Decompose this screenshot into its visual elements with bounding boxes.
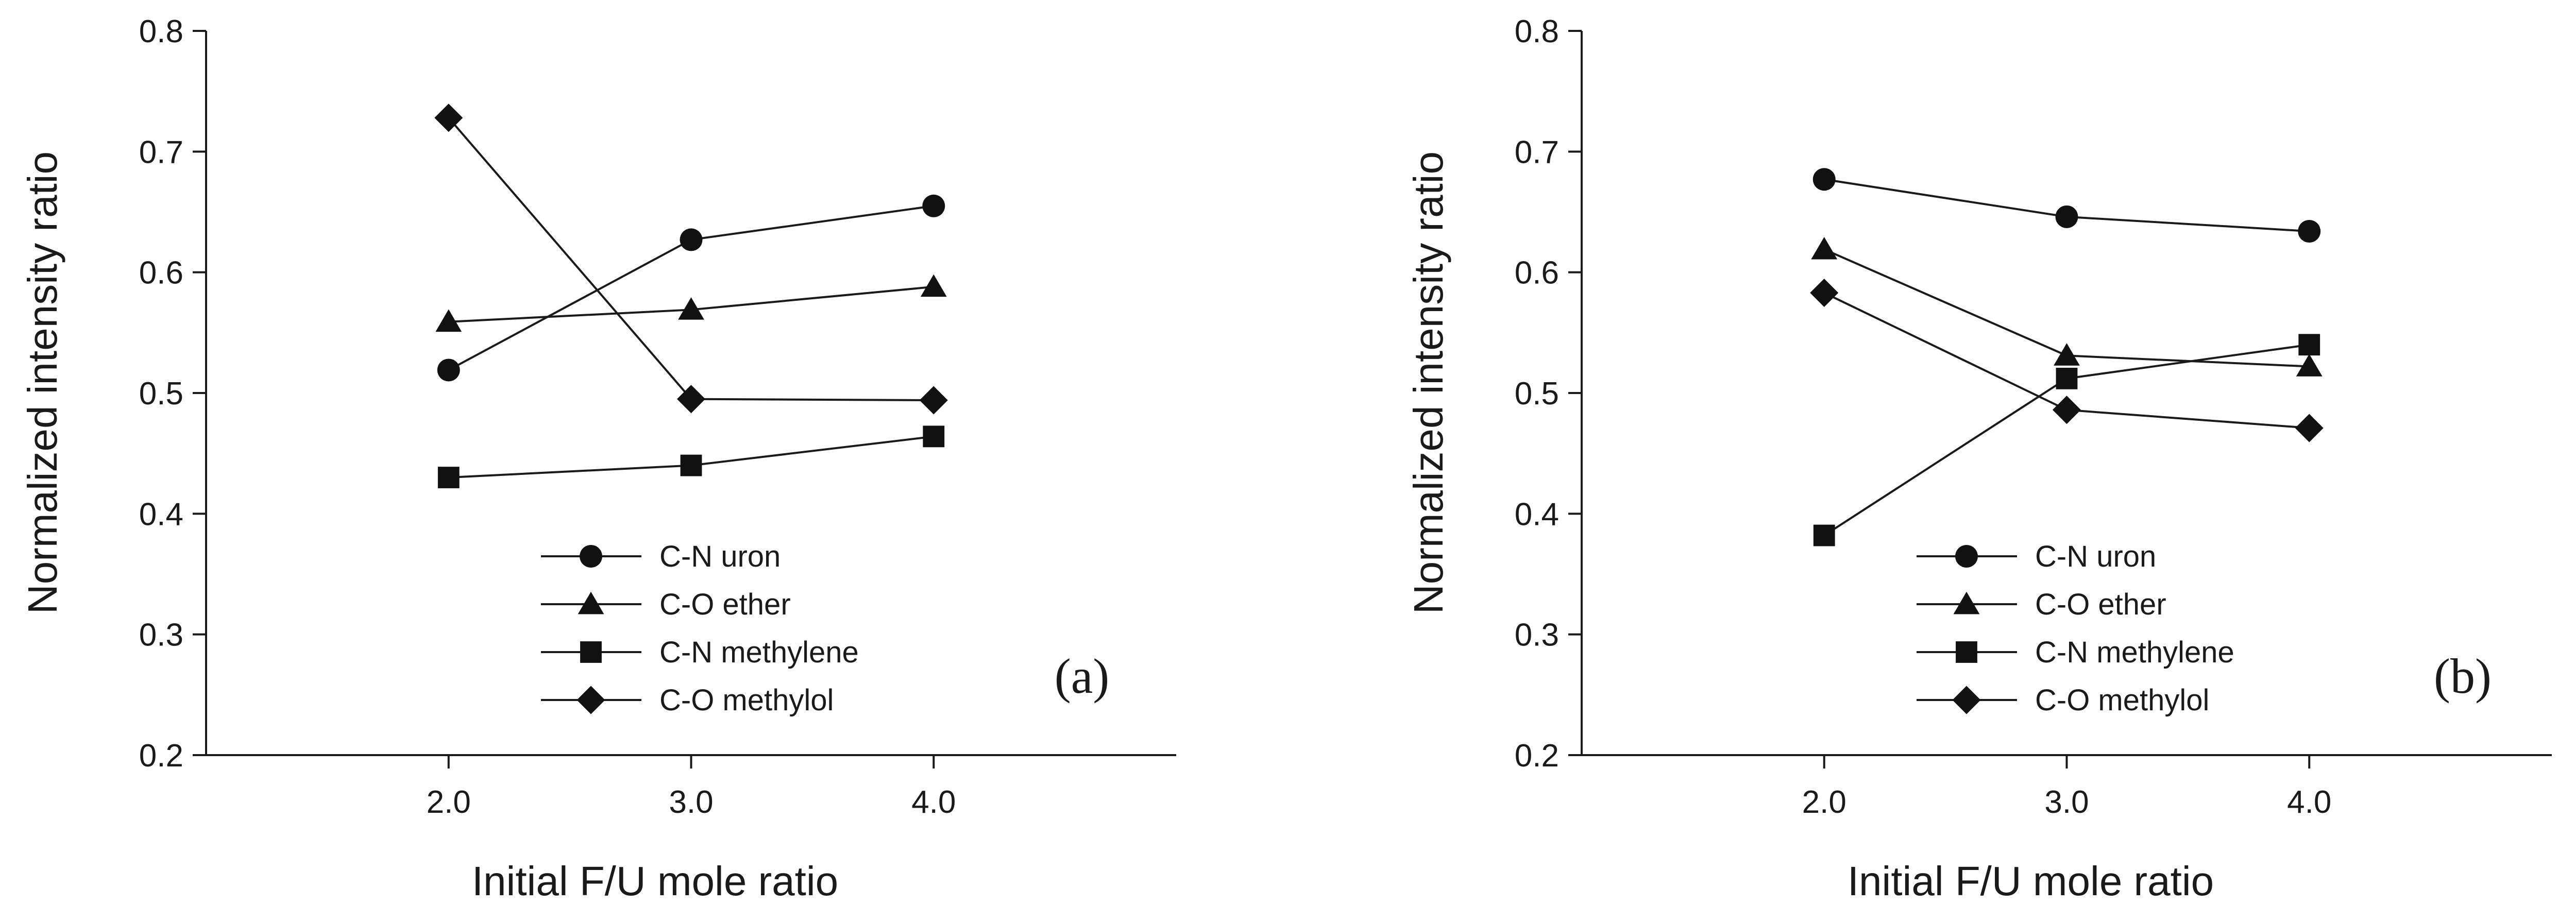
chart-2-series-4-point (1810, 279, 1839, 308)
chart-1-y-tick-label: 0.6 (139, 255, 183, 291)
chart-2-legend-label: C-O ether (2035, 588, 2166, 621)
chart-1-y-tick-label: 0.2 (139, 738, 183, 774)
chart-2-series-4-point (2053, 396, 2081, 424)
chart-2-legend-marker (1955, 545, 1978, 568)
chart-2-series-3-point (2056, 367, 2078, 389)
chart-2-series-2-point (2296, 354, 2323, 377)
chart-2-legend-marker (1953, 591, 1980, 614)
chart-1-series-4-point (677, 385, 705, 414)
chart-2-panel-label: (b) (2434, 648, 2492, 704)
chart-2-y-axis-title: Normalized intensity ratio (1405, 151, 1451, 614)
chart-1-x-tick-label: 4.0 (911, 784, 956, 820)
chart-1-y-tick-label: 0.3 (139, 618, 183, 653)
chart-1-series-3-point (923, 425, 945, 448)
chart-2-legend-marker (1956, 641, 1977, 663)
chart-2-legend-label: C-N uron (2035, 540, 2156, 573)
chart-1-series-3-point (437, 467, 460, 488)
chart-2-y-tick-label: 0.4 (1515, 497, 1559, 532)
chart-1-series-2-point (435, 309, 462, 332)
chart-2-x-tick-label: 4.0 (2287, 784, 2331, 820)
chart-2-series-1-point (2055, 205, 2078, 228)
chart-2-legend-label: C-N methylene (2035, 636, 2234, 669)
chart-2-x-axis-title: Initial F/U mole ratio (1848, 858, 2214, 904)
chart-2-series-1-point (2298, 219, 2321, 243)
chart-1-series-1-point (922, 194, 945, 217)
chart-1-y-tick-label: 0.4 (139, 497, 183, 532)
chart-2-series-4-point (2295, 414, 2324, 442)
chart-1-legend-label: C-O methylol (659, 684, 834, 717)
chart-2-y-tick-label: 0.5 (1515, 376, 1559, 412)
chart-1-y-tick-label: 0.7 (139, 134, 183, 170)
chart-1: 0.2 0.3 0.4 0.5 0.6 0.7 0.8 2.0 3.0 4.0 Normalized… (20, 14, 1176, 904)
chart-1-series-1-point (437, 358, 460, 382)
chart-1-series-1-point (680, 228, 703, 251)
chart-1-legend-marker (580, 641, 602, 663)
chart-2-y-tick-label: 0.2 (1515, 738, 1559, 774)
chart-2-y-tick-label: 0.6 (1515, 255, 1559, 291)
chart-1-legend-label: C-N methylene (659, 636, 859, 669)
chart-1-legend-marker (580, 545, 602, 568)
chart-2-y-tick-label: 0.8 (1515, 14, 1559, 49)
chart-1-series-2-point (920, 274, 947, 297)
chart-1-y-axis-title: Normalized intensity ratio (20, 151, 65, 614)
chart-1-series-2-point (678, 297, 704, 320)
chart-1-series-line-4 (448, 117, 934, 402)
chart-1-y-tick-label: 0.5 (139, 376, 183, 412)
chart-2-series-1-point (1812, 168, 1836, 191)
chart-2-legend-label: C-O methylol (2035, 684, 2209, 717)
chart-2-series-2-point (1811, 236, 1838, 260)
chart-2-legend-marker (1952, 686, 1981, 714)
chart-1-legend-label: C-N uron (659, 540, 781, 573)
chart-2-y-tick-label: 0.7 (1515, 134, 1559, 170)
chart-1-legend-label: C-O ether (659, 588, 791, 621)
chart-1-x-tick-label: 3.0 (669, 784, 713, 820)
chart-2-x-tick-label: 2.0 (1802, 784, 1846, 820)
chart-1-legend-marker (578, 591, 604, 614)
chart-2: 0.2 0.3 0.4 0.5 0.6 0.7 0.8 2.0 3.0 4.0 Normalized… (1405, 14, 2552, 904)
chart-2-x-tick-label: 3.0 (2044, 784, 2089, 820)
chart-1-panel-label: (a) (1055, 648, 1110, 704)
chart-1-series-4-point (919, 386, 948, 415)
chart-1-y-tick-label: 0.8 (139, 14, 183, 49)
chart-2-series-2-point (2054, 343, 2080, 366)
chart-2-series-3-point (1813, 524, 1835, 547)
chart-1-series-4-point (434, 104, 463, 132)
chart-1-legend-marker (577, 686, 605, 714)
chart-1-x-tick-label: 2.0 (427, 784, 471, 820)
chart-2-series-3-point (2298, 334, 2320, 356)
chart-1-series-3-point (680, 454, 702, 476)
chart-2-y-tick-label: 0.3 (1515, 618, 1559, 653)
chart-1-x-axis-title: Initial F/U mole ratio (472, 858, 838, 904)
